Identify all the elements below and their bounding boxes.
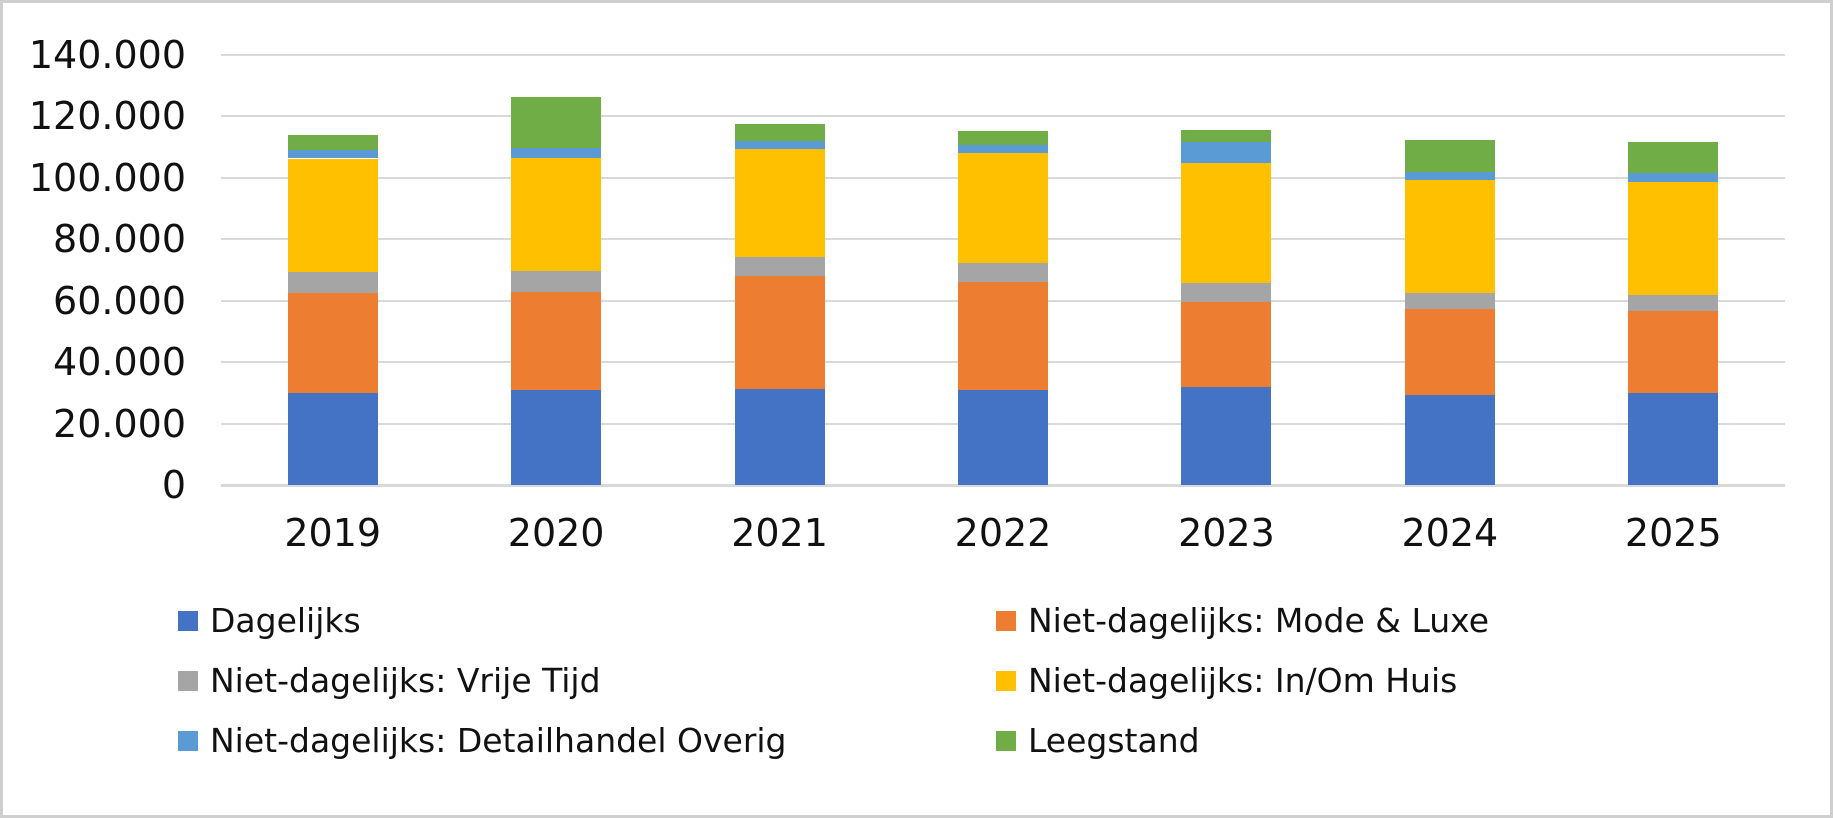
bar-segment-2020-niet-dagelijks-detailhandel-overig [511,148,602,158]
legend-item-niet-dagelijks-in-om-huis: Niet-dagelijks: In/Om Huis [996,661,1457,701]
legend-marker-leegstand [996,731,1016,751]
legend-label-leegstand: Leegstand [1028,721,1200,760]
x-axis-tick-label-2019: 2019 [284,511,382,555]
legend-label-dagelijks: Dagelijks [210,601,361,640]
x-axis-line [221,484,1785,487]
bar-segment-2019-niet-dagelijks-vrije-tijd [287,272,378,294]
bar-segment-2025-niet-dagelijks-detailhandel-overig [1628,173,1719,183]
y-axis-tick-label: 120.000 [28,94,186,139]
bar-segment-2019-niet-dagelijks-mode-luxe [287,293,378,394]
bar-segment-2024-niet-dagelijks-in-om-huis [1404,180,1495,294]
bar-segment-2021-dagelijks [734,388,825,485]
gridline-140000 [221,54,1785,56]
legend-label-niet-dagelijks-detailhandel-overig: Niet-dagelijks: Detailhandel Overig [210,721,787,760]
bar-segment-2022-dagelijks [958,389,1048,485]
y-axis-tick-label: 100.000 [28,155,186,200]
legend-item-niet-dagelijks-vrije-tijd: Niet-dagelijks: Vrije Tijd [178,661,601,701]
bar-segment-2021-leegstand [734,124,825,141]
bar-segment-2022-niet-dagelijks-detailhandel-overig [958,145,1048,153]
x-axis-tick-label-2021: 2021 [731,511,828,555]
bar-segment-2024-niet-dagelijks-mode-luxe [1404,309,1495,395]
bar-segment-2019-leegstand [287,135,378,151]
x-axis-tick-label-2022: 2022 [954,511,1052,555]
bar-segment-2020-leegstand [511,97,602,149]
y-axis-tick-label: 0 [161,463,186,507]
legend: Dagelijks Niet-dagelijks: Mode & Luxe Niet… [3,3,1830,815]
x-axis-tick-label-2023: 2023 [1178,511,1275,555]
y-axis-tick-label: 20.000 [53,401,186,446]
bar-segment-2024-leegstand [1404,140,1495,172]
legend-marker-niet-dagelijks-mode-luxe [996,611,1016,631]
bar-segment-2019-niet-dagelijks-in-om-huis [287,158,378,273]
bar-segment-2023-leegstand [1181,129,1272,142]
bar-segment-2025-niet-dagelijks-vrije-tijd [1628,294,1719,311]
legend-marker-niet-dagelijks-in-om-huis [996,671,1016,691]
legend-label-niet-dagelijks-in-om-huis: Niet-dagelijks: In/Om Huis [1028,661,1458,700]
bar-segment-2022-niet-dagelijks-in-om-huis [958,152,1048,264]
bar-segment-2020-niet-dagelijks-in-om-huis [511,157,602,271]
bar-segment-2021-niet-dagelijks-vrije-tijd [734,257,825,277]
y-axis-tick-label: 140.000 [28,33,186,77]
bar-segment-2023-niet-dagelijks-in-om-huis [1181,163,1272,284]
bar-segment-2020-niet-dagelijks-vrije-tijd [511,270,602,293]
bar-segment-2020-niet-dagelijks-mode-luxe [511,292,602,391]
legend-item-niet-dagelijks-mode-luxe: Niet-dagelijks: Mode & Luxe [996,601,1489,641]
bar-segment-2021-niet-dagelijks-in-om-huis [734,149,825,258]
bar-segment-2021-niet-dagelijks-detailhandel-overig [734,140,825,150]
bar-segment-2023-niet-dagelijks-mode-luxe [1181,301,1272,388]
bar-segment-2022-leegstand [958,130,1048,146]
bar-segment-2023-dagelijks [1181,387,1272,485]
bar-segment-2024-niet-dagelijks-detailhandel-overig [1404,172,1495,181]
y-axis-tick-label: 40.000 [53,340,186,385]
bar-segment-2023-niet-dagelijks-vrije-tijd [1181,283,1272,302]
legend-item-leegstand: Leegstand [996,721,1200,761]
legend-label-niet-dagelijks-mode-luxe: Niet-dagelijks: Mode & Luxe [1028,601,1490,640]
legend-marker-niet-dagelijks-vrije-tijd [178,671,198,691]
bar-segment-2021-niet-dagelijks-mode-luxe [734,276,825,389]
gridline-120000 [221,115,1785,118]
legend-marker-niet-dagelijks-detailhandel-overig [178,731,198,751]
bar-segment-2025-niet-dagelijks-in-om-huis [1628,182,1719,295]
legend-marker-dagelijks [178,611,198,631]
x-axis-tick-label-2025: 2025 [1624,511,1722,555]
bar-segment-2025-leegstand [1628,141,1719,174]
bar-segment-2025-dagelijks [1628,393,1719,485]
bar-segment-2024-dagelijks [1404,395,1495,485]
bar-segment-2022-niet-dagelijks-vrije-tijd [958,263,1048,283]
plot-area: 0 20.000 40.000 60.000 80.000 100.000 120.000 1… [3,3,1830,815]
bar-segment-2022-niet-dagelijks-mode-luxe [958,282,1048,390]
y-axis-tick-label: 60.000 [53,278,186,323]
x-axis-tick-label-2024: 2024 [1401,511,1499,555]
bar-segment-2024-niet-dagelijks-vrije-tijd [1404,293,1495,309]
bar-segment-2025-niet-dagelijks-mode-luxe [1628,310,1719,394]
y-axis-tick-label: 80.000 [53,217,186,262]
bar-segment-2019-niet-dagelijks-detailhandel-overig [287,150,378,159]
bar-segment-2023-niet-dagelijks-detailhandel-overig [1181,141,1272,164]
legend-item-niet-dagelijks-detailhandel-overig: Niet-dagelijks: Detailhandel Overig [178,721,787,761]
bar-segment-2019-dagelijks [287,393,378,485]
legend-label-niet-dagelijks-vrije-tijd: Niet-dagelijks: Vrije Tijd [210,661,601,700]
x-axis-tick-label-2020: 2020 [507,511,605,555]
legend-item-dagelijks: Dagelijks [178,601,361,641]
bar-segment-2020-dagelijks [511,390,602,485]
